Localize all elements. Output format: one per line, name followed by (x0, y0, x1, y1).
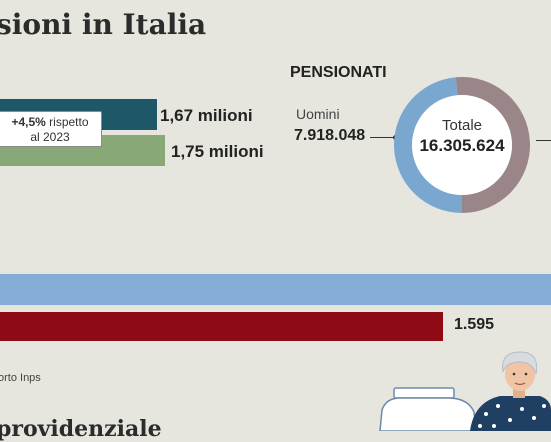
pensioner-illustration (379, 351, 551, 431)
donut-slice-other (455, 77, 530, 214)
bar-value-label: 1,75 milioni (171, 142, 264, 161)
bar-value-label: 1,67 milioni (160, 106, 253, 125)
bar-value-label: 1.595 (454, 316, 495, 333)
jar-illustration (379, 387, 477, 431)
pensionati-title: PENSIONATI (290, 64, 387, 81)
leader-line (370, 137, 396, 138)
page-title: sioni in Italia (0, 8, 207, 41)
donut-center-value: 16.305.624 (419, 136, 505, 155)
slice-value-uomini: 7.918.048 (294, 127, 366, 144)
bar-sky (0, 274, 551, 305)
donut-hole (412, 95, 512, 195)
callout-text: rispetto (45, 115, 89, 129)
growth-callout: +4,5% rispetto al 2023 (0, 111, 102, 147)
donut-center-label: Totale (441, 117, 483, 134)
callout-year: al 2023 (30, 130, 70, 144)
donut-chart (393, 77, 530, 214)
donut-slice-uomini (393, 77, 462, 214)
source-note: orto Inps (0, 372, 41, 384)
slice-label-uomini: Uomini (296, 106, 340, 122)
callout-percent: +4,5% (11, 115, 46, 129)
bar-1595 (0, 312, 443, 341)
leader-line-right (536, 140, 551, 141)
elderly-person-illustration (470, 351, 551, 431)
